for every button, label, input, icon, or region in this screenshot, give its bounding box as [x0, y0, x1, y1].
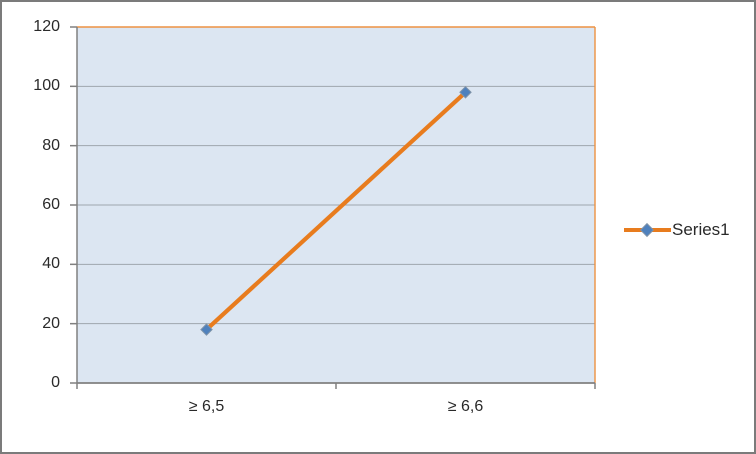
y-tick-label: 0 [51, 374, 60, 391]
x-category-label: ≥ 6,6 [447, 398, 484, 415]
y-tick-label: 40 [42, 255, 60, 273]
series-line [205, 90, 467, 332]
legend-diamond-icon [641, 224, 653, 236]
y-tick-label: 120 [33, 18, 60, 35]
y-tick-label: 20 [42, 314, 60, 332]
x-category-label: ≥ 6,5 [188, 398, 225, 415]
data-point-marker [200, 323, 213, 336]
legend-series-label: Series1 [672, 220, 730, 239]
legend-item-series1[interactable]: Series1 [624, 219, 730, 241]
y-tick-label: 80 [42, 136, 60, 154]
data-point-marker [459, 85, 472, 99]
y-tick-label: 60 [42, 196, 60, 213]
y-tick-label: 100 [33, 77, 60, 95]
legend-line-diamond-icon [624, 220, 671, 240]
